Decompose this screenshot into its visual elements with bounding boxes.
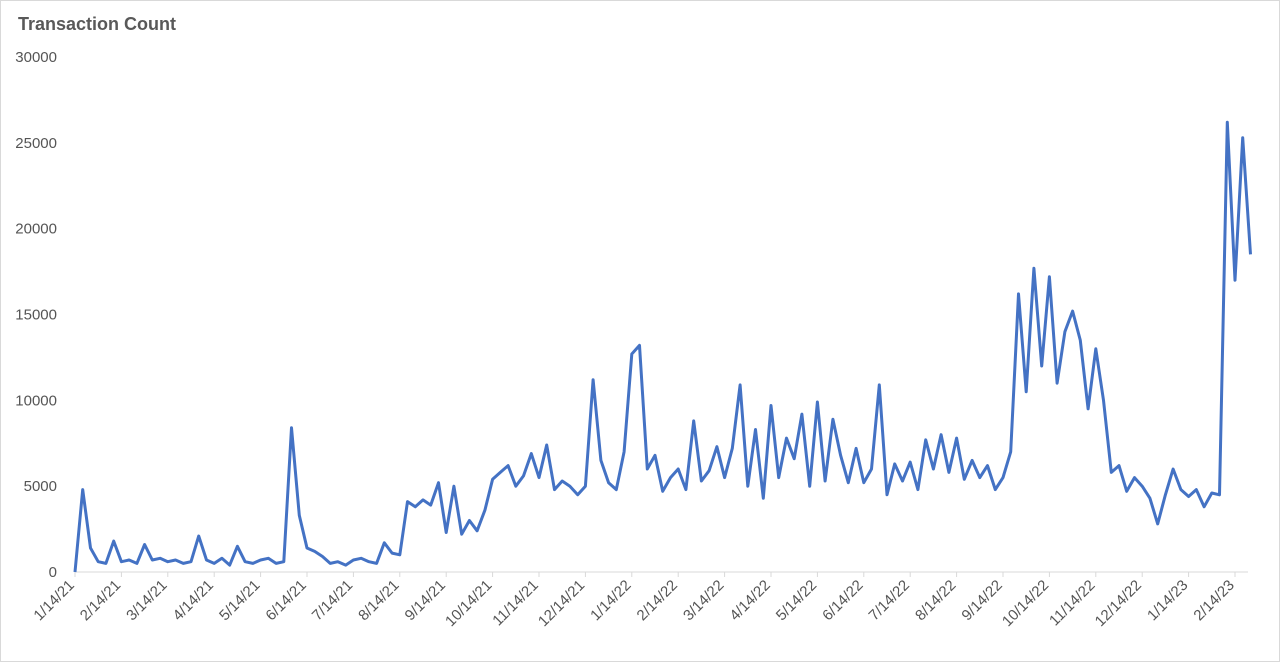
y-tick-label: 5000 [24,478,57,495]
y-tick-label: 0 [49,564,57,581]
y-tick-label: 10000 [15,392,57,409]
chart-title: Transaction Count [18,14,176,34]
y-tick-label: 15000 [15,307,57,324]
y-tick-label: 30000 [15,49,57,66]
data-line [73,120,1252,573]
y-tick-label: 25000 [15,135,57,152]
y-tick-label: 20000 [15,221,57,238]
